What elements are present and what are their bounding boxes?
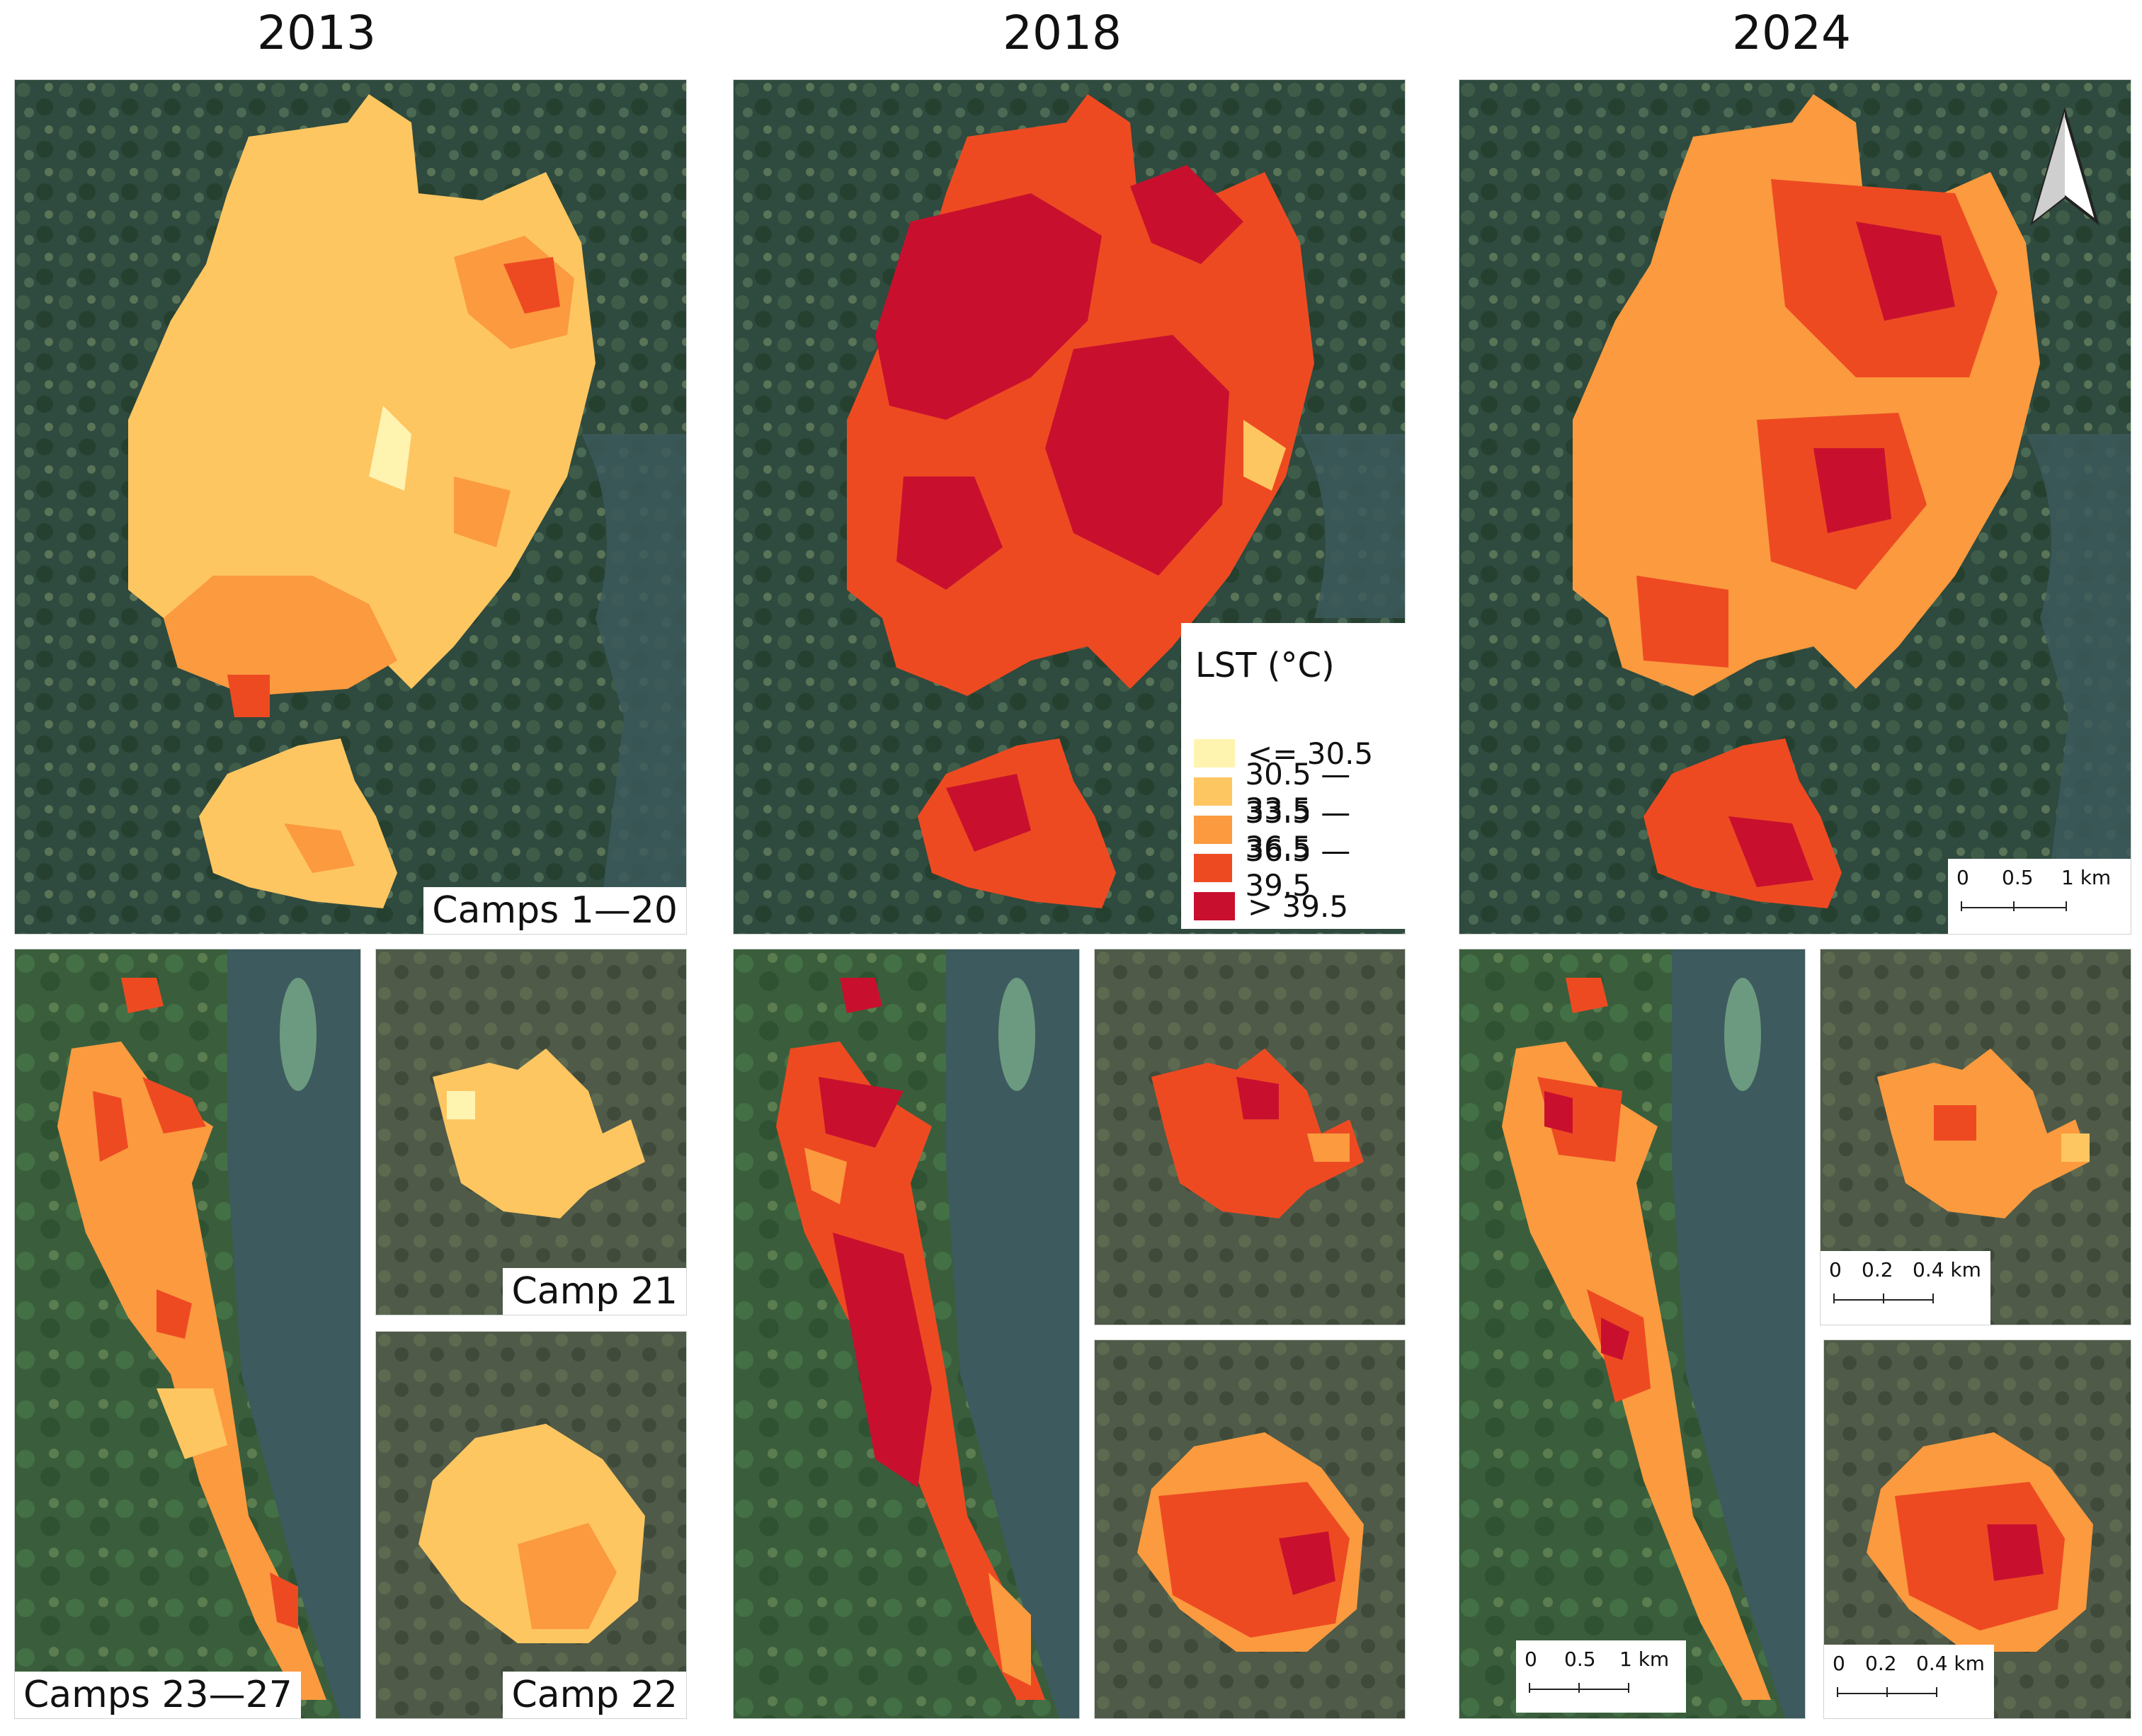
scale-tick-0: 0 bbox=[1525, 1648, 1537, 1671]
scale-tick-end: 0.4 km bbox=[1913, 1258, 1981, 1281]
lst-zone-camps-23-27-2013 bbox=[57, 1041, 326, 1700]
map-camp-22-2024: 0 0.2 0.4 km bbox=[1823, 1340, 2131, 1719]
label-camps-1-20: Camps 1—20 bbox=[423, 887, 686, 934]
scale-bar-large-bottom: 0 0.5 1 km bbox=[1516, 1640, 1686, 1713]
scale-tick-end: 1 km bbox=[1619, 1648, 1670, 1671]
scale-bar-small-top: 0 0.2 0.4 km bbox=[1821, 1251, 1990, 1325]
map-camp-21-2018 bbox=[1094, 949, 1406, 1325]
scale-tick-0: 0 bbox=[1956, 866, 1969, 889]
label-camp-21: Camp 21 bbox=[503, 1268, 686, 1315]
map-camp-21-2024: 0 0.2 0.4 km bbox=[1820, 949, 2131, 1325]
map-camp-22-2018 bbox=[1094, 1340, 1406, 1719]
year-title-2024: 2024 bbox=[1732, 6, 1851, 60]
map-camps-23-27-2013: Camps 23—27 bbox=[14, 949, 361, 1719]
map-camps-23-27-2024: 0 0.5 1 km bbox=[1459, 949, 1806, 1719]
map-camps-23-27-2018 bbox=[733, 949, 1080, 1719]
map-camps-1-20-2013: Camps 1—20 bbox=[14, 79, 687, 935]
map-camp-22-2013: Camp 22 bbox=[375, 1331, 687, 1719]
year-title-2018: 2018 bbox=[1003, 6, 1122, 60]
scale-tick-mid: 0.2 bbox=[1865, 1652, 1897, 1675]
scale-tick-mid: 0.2 bbox=[1862, 1258, 1893, 1281]
lst-zone-camps-1-20-2013 bbox=[128, 94, 596, 696]
year-title-2013: 2013 bbox=[257, 6, 376, 60]
legend-item: > 39.5 bbox=[1194, 889, 1348, 924]
label-camp-22: Camp 22 bbox=[503, 1672, 686, 1718]
legend-item: <= 30.5 bbox=[1194, 736, 1373, 771]
legend-item: 33.5 — 36.5 bbox=[1194, 795, 1415, 864]
scale-tick-0: 0 bbox=[1833, 1652, 1845, 1675]
scale-tick-mid: 0.5 bbox=[2002, 866, 2034, 889]
scale-tick-0: 0 bbox=[1829, 1258, 1842, 1281]
lst-zone-camp-21-2013 bbox=[433, 1049, 645, 1218]
map-camp-21-2013: Camp 21 bbox=[375, 949, 687, 1315]
scale-tick-end: 1 km bbox=[2061, 866, 2112, 889]
legend-item: 36.5 — 39.5 bbox=[1194, 833, 1415, 903]
scale-bar-small-bottom: 0 0.2 0.4 km bbox=[1824, 1645, 1994, 1718]
scale-bar-large-top: 0 0.5 1 km bbox=[1948, 859, 2131, 934]
lst-legend: LST (°C) <= 30.5 30.5 — 33.5 33.5 — 36.5… bbox=[1181, 623, 1415, 929]
legend-item: 30.5 — 33.5 bbox=[1194, 757, 1415, 826]
scale-tick-end: 0.4 km bbox=[1916, 1652, 1985, 1675]
label-camps-23-27: Camps 23—27 bbox=[15, 1672, 301, 1718]
north-arrow-icon bbox=[2026, 108, 2104, 229]
lst-zone-camp-21-2018 bbox=[1151, 1049, 1364, 1218]
map-camps-1-20-2024: 0 0.5 1 km bbox=[1459, 79, 2131, 935]
scale-tick-mid: 0.5 bbox=[1564, 1648, 1596, 1671]
lst-zone-camp-21-2024 bbox=[1877, 1049, 2090, 1218]
legend-title: LST (°C) bbox=[1195, 646, 1335, 685]
